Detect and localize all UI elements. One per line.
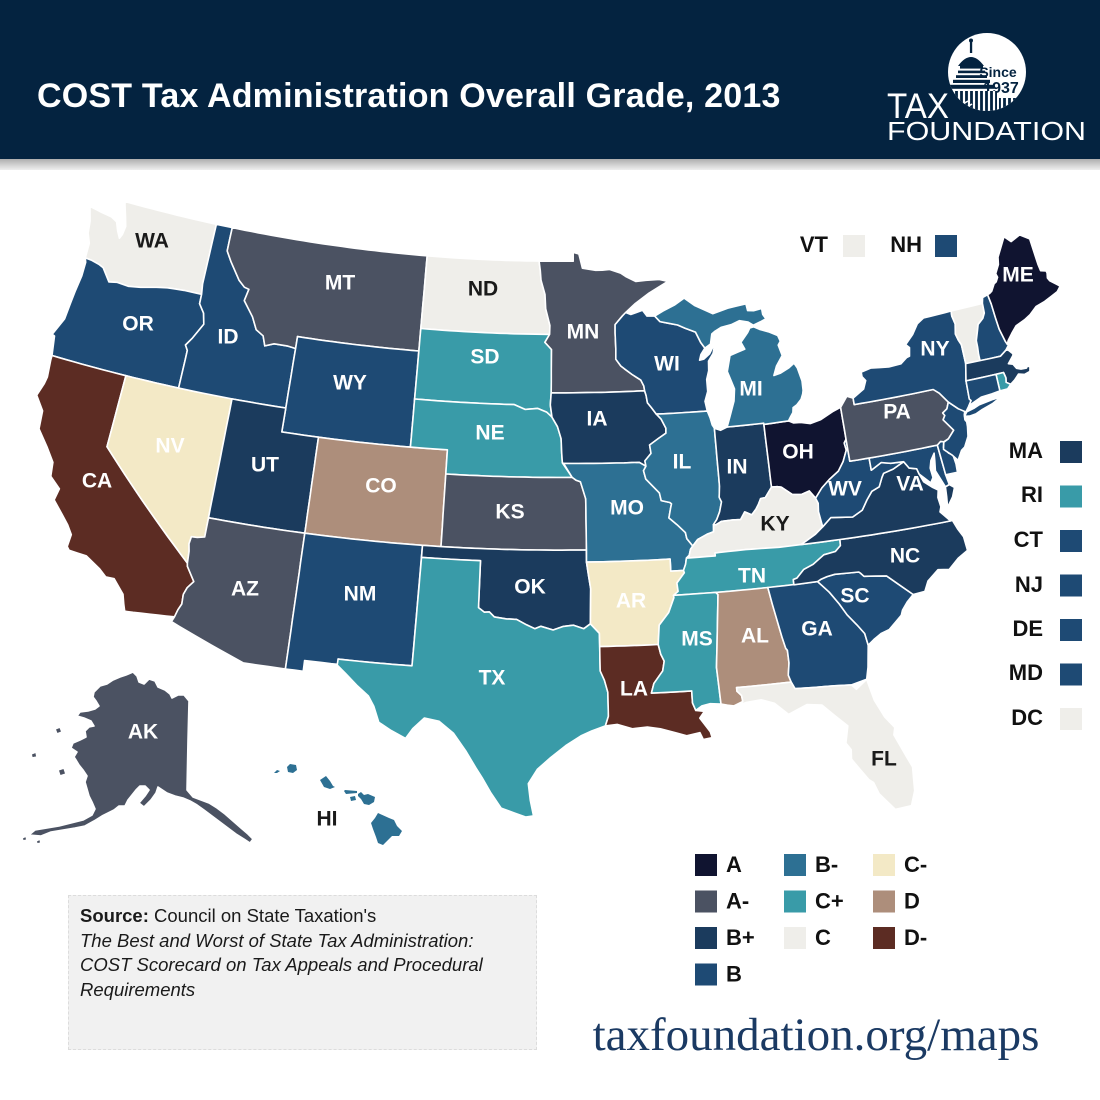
svg-text:SC: SC bbox=[840, 585, 869, 608]
svg-text:DE: DE bbox=[1012, 616, 1043, 641]
svg-text:MO: MO bbox=[610, 497, 644, 520]
svg-text:KY: KY bbox=[760, 513, 789, 536]
svg-text:MN: MN bbox=[567, 321, 600, 344]
svg-text:1937: 1937 bbox=[983, 80, 1019, 97]
svg-text:TX: TX bbox=[479, 667, 506, 690]
svg-text:CA: CA bbox=[82, 470, 112, 493]
svg-text:NH: NH bbox=[890, 232, 922, 257]
svg-text:A: A bbox=[726, 852, 742, 877]
svg-text:ID: ID bbox=[218, 326, 239, 349]
svg-text:IL: IL bbox=[673, 451, 692, 474]
svg-text:KS: KS bbox=[495, 501, 524, 524]
svg-text:NE: NE bbox=[475, 422, 504, 445]
svg-text:MD: MD bbox=[1009, 660, 1043, 685]
svg-text:CT: CT bbox=[1014, 527, 1044, 552]
svg-text:PA: PA bbox=[883, 401, 911, 424]
svg-text:SD: SD bbox=[470, 346, 499, 369]
svg-text:WI: WI bbox=[654, 353, 680, 376]
svg-text:B: B bbox=[726, 961, 742, 986]
svg-text:Since: Since bbox=[979, 64, 1017, 80]
svg-text:AL: AL bbox=[741, 625, 769, 648]
svg-text:B-: B- bbox=[815, 852, 838, 877]
svg-text:RI: RI bbox=[1021, 482, 1043, 507]
svg-text:D: D bbox=[904, 888, 920, 913]
svg-text:MI: MI bbox=[739, 378, 762, 401]
svg-text:DC: DC bbox=[1011, 705, 1043, 730]
svg-text:VT: VT bbox=[800, 232, 829, 257]
svg-text:C-: C- bbox=[904, 852, 927, 877]
svg-text:A-: A- bbox=[726, 888, 749, 913]
svg-text:LA: LA bbox=[620, 678, 648, 701]
svg-text:GA: GA bbox=[801, 618, 833, 641]
svg-text:MT: MT bbox=[325, 272, 355, 295]
svg-text:AR: AR bbox=[616, 590, 646, 613]
svg-text:NY: NY bbox=[920, 338, 949, 361]
svg-text:OH: OH bbox=[782, 441, 814, 464]
svg-text:WY: WY bbox=[333, 372, 367, 395]
svg-text:ME: ME bbox=[1002, 264, 1034, 287]
svg-text:B+: B+ bbox=[726, 925, 755, 950]
svg-text:AK: AK bbox=[128, 721, 158, 744]
svg-text:UT: UT bbox=[251, 454, 279, 477]
svg-text:VA: VA bbox=[896, 473, 924, 496]
svg-text:NM: NM bbox=[344, 583, 377, 606]
svg-text:D-: D- bbox=[904, 925, 927, 950]
svg-text:IN: IN bbox=[727, 456, 748, 479]
svg-text:OK: OK bbox=[514, 576, 546, 599]
svg-text:CO: CO bbox=[365, 475, 397, 498]
svg-text:C+: C+ bbox=[815, 888, 844, 913]
svg-text:MS: MS bbox=[681, 628, 713, 651]
svg-text:NV: NV bbox=[155, 435, 184, 458]
svg-text:IA: IA bbox=[587, 408, 608, 431]
svg-text:FOUNDATION: FOUNDATION bbox=[887, 118, 1086, 146]
svg-text:HI: HI bbox=[317, 808, 338, 831]
svg-text:MA: MA bbox=[1009, 438, 1043, 463]
svg-text:OR: OR bbox=[122, 313, 154, 336]
svg-text:ND: ND bbox=[468, 278, 498, 301]
svg-text:NC: NC bbox=[890, 545, 920, 568]
svg-text:FL: FL bbox=[871, 748, 897, 771]
svg-text:TN: TN bbox=[738, 565, 766, 588]
svg-text:WV: WV bbox=[828, 478, 862, 501]
svg-text:C: C bbox=[815, 925, 831, 950]
svg-text:AZ: AZ bbox=[231, 578, 259, 601]
svg-text:NJ: NJ bbox=[1015, 572, 1043, 597]
svg-text:TAX: TAX bbox=[887, 87, 949, 126]
svg-text:WA: WA bbox=[135, 230, 169, 253]
